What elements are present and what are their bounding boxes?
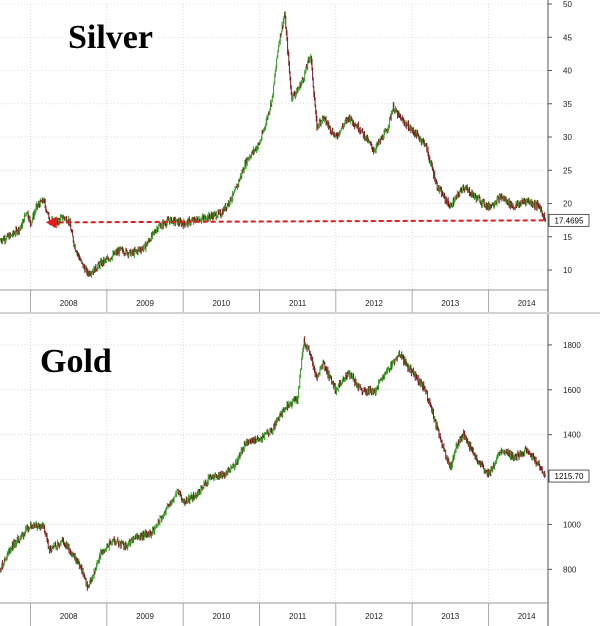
silver-x-tick-label: 2013 [441,299,459,308]
silver-last-value-box [548,213,590,227]
gold-x-tick-label: 2014 [518,612,536,621]
gold-y-tick-label: 1600 [563,386,581,395]
silver-y-tick-label: 20 [563,200,572,209]
silver-arrow-line [53,219,544,224]
gold-last-value-box [548,469,590,483]
silver-y-tick-label: 25 [563,166,572,175]
silver-y-tick-label: 30 [563,133,572,142]
silver-arrow-head [45,216,57,229]
gold-title: Gold [40,343,112,380]
silver-x-tick-label: 2014 [518,299,536,308]
silver-x-axis: 2008 2009 2010 2011 2012 2013 2014 [0,289,548,312]
silver-title: Silver [68,19,153,56]
silver-y-tick-label: 40 [563,67,572,76]
silver-price-series [0,11,546,278]
silver-x-tick-label: 2011 [289,299,307,308]
silver-y-axis: 10 15 20 25 30 35 40 45 50 17.4695 [547,0,590,312]
gold-x-tick-label: 2010 [212,612,230,621]
gold-x-tick-label: 2011 [289,612,307,621]
silver-y-tick-label: 35 [563,100,572,109]
gold-panel-background [0,313,600,626]
silver-x-tick-label: 2012 [365,299,383,308]
silver-last-value-label: 17.4695 [555,216,584,225]
gold-y-tick-label: 800 [563,565,577,574]
silver-arrow-annotation [45,216,544,229]
silver-grid [0,3,548,290]
silver-y-tick-label: 45 [563,33,572,42]
silver-y-tick-label: 15 [563,233,572,242]
gold-panel: 800100012001400160018001215.70 200820092… [0,313,600,626]
gold-grid [0,318,548,603]
gold-y-tick-label: 1800 [563,341,581,350]
silver-x-tick-label: 2008 [60,299,78,308]
gold-y-tick-label: 1400 [563,431,581,440]
gold-y-axis: 800100012001400160018001215.70 [547,314,590,626]
silver-y-tick-label: 50 [563,0,572,9]
silver-y-tick-label: 10 [563,266,572,275]
gold-x-tick-label: 2012 [365,612,383,621]
silver-x-tick-label: 2010 [212,299,230,308]
gold-last-value-label: 1215.70 [555,472,584,481]
gold-x-tick-label: 2009 [136,612,154,621]
gold-y-tick-label: 1000 [563,520,581,529]
silver-x-tick-label: 2009 [136,299,154,308]
gold-x-tick-label: 2008 [60,612,78,621]
gold-x-tick-label: 2013 [441,612,459,621]
gold-x-axis: 2008 2009 2010 2011 2012 2013 2014 [0,602,548,626]
gold-price-series [0,336,546,591]
